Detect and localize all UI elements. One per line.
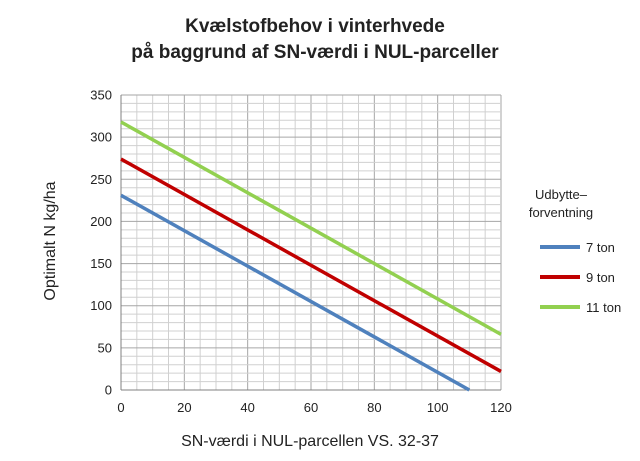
chart-title: Kvælstofbehov i vinterhvede på baggrund …	[0, 14, 630, 66]
y-tick-label: 300	[90, 130, 112, 145]
y-tick-label: 250	[90, 172, 112, 187]
chart-title-line-1: Kvælstofbehov i vinterhvede	[185, 16, 445, 37]
legend: 7 ton 9 ton 11 ton	[540, 232, 621, 322]
legend-label-7-ton: 7 ton	[586, 239, 615, 255]
y-tick-label: 100	[90, 298, 112, 313]
x-tick-label: 20	[177, 400, 191, 415]
x-tick-label: 0	[117, 400, 124, 415]
y-tick-label: 200	[90, 214, 112, 229]
chart-title-line-2: på baggrund af SN-værdi i NUL-parceller	[131, 42, 499, 63]
legend-label-9-ton: 9 ton	[586, 269, 615, 285]
legend-swatch-9-ton	[540, 275, 580, 279]
y-axis-label: Optimalt N kg/ha	[42, 181, 59, 300]
grid	[120, 94, 502, 391]
legend-title: Udbytte– forventning	[508, 186, 614, 222]
tick-labels: 0 20 40 60 80 100 120 0 50 100 150 200 250 300 350	[90, 88, 512, 416]
x-axis-label: SN-værdi i NUL-parcellen VS. 32-37	[181, 433, 439, 450]
y-tick-label: 50	[98, 340, 112, 355]
x-tick-label: 120	[490, 400, 512, 415]
series-line-7-ton	[120, 193, 471, 392]
axes	[120, 95, 501, 391]
legend-item-11-ton: 11 ton	[540, 292, 621, 322]
y-tick-label: 350	[90, 88, 112, 103]
y-tick-label: 150	[90, 256, 112, 271]
series-lines	[120, 120, 502, 392]
legend-swatch-7-ton	[540, 245, 580, 249]
legend-label-11-ton: 11 ton	[586, 299, 622, 315]
legend-swatch-11-ton	[540, 305, 580, 309]
y-tick-label: 0	[105, 383, 112, 398]
x-tick-label: 80	[367, 400, 381, 415]
series-line-9-ton	[120, 157, 502, 373]
legend-item-9-ton: 9 ton	[540, 262, 621, 292]
legend-item-7-ton: 7 ton	[540, 232, 621, 262]
x-tick-label: 100	[427, 400, 449, 415]
x-tick-label: 40	[240, 400, 254, 415]
legend-title-line-1: Udbytte–	[534, 187, 588, 202]
series-line-11-ton	[120, 120, 502, 336]
legend-title-line-2: forventning	[528, 205, 594, 220]
x-tick-label: 60	[304, 400, 318, 415]
